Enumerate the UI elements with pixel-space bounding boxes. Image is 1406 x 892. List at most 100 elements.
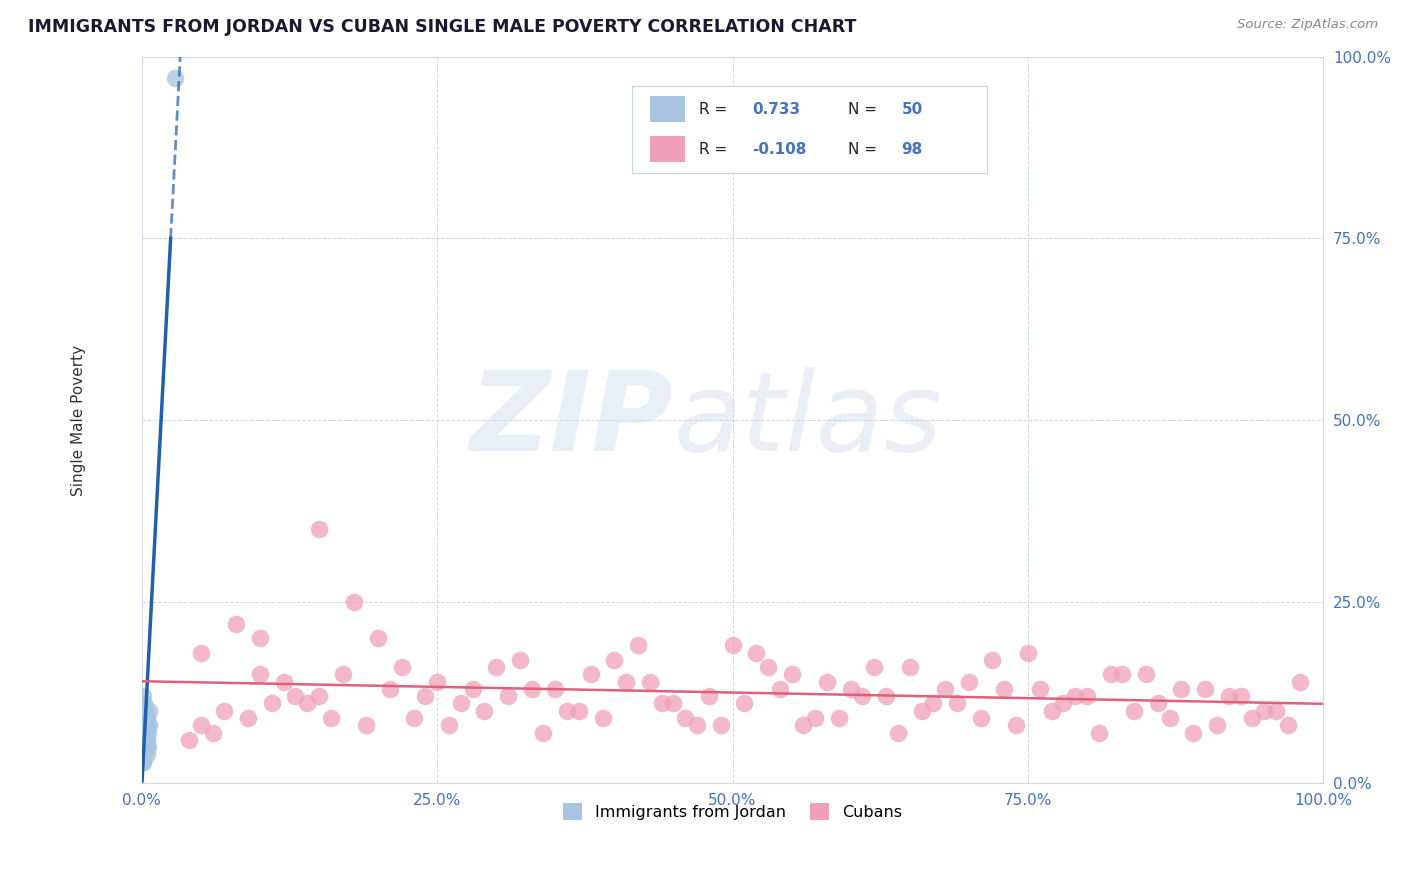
Point: [132, 718, 155, 732]
Point: [533, 725, 555, 739]
Point: [134, 740, 156, 755]
Point: [1099, 667, 1122, 681]
Point: [177, 732, 200, 747]
Point: [134, 704, 156, 718]
Point: [415, 689, 437, 703]
Point: [993, 681, 1015, 696]
Point: [1170, 681, 1192, 696]
Point: [450, 697, 472, 711]
Point: [134, 732, 156, 747]
Point: [391, 660, 413, 674]
Point: [1088, 725, 1111, 739]
Point: [1028, 681, 1050, 696]
Point: [1206, 718, 1229, 732]
Point: [1111, 667, 1133, 681]
Point: [132, 755, 155, 769]
Point: [1288, 674, 1310, 689]
Point: [190, 646, 212, 660]
Point: [627, 638, 650, 652]
Point: [568, 704, 591, 718]
Point: [132, 689, 155, 703]
Text: Source: ZipAtlas.com: Source: ZipAtlas.com: [1237, 18, 1378, 31]
Point: [135, 732, 157, 747]
Point: [780, 667, 803, 681]
Point: [710, 718, 733, 732]
Point: [249, 631, 271, 645]
Point: [190, 718, 212, 732]
Point: [135, 740, 157, 755]
Point: [132, 755, 155, 769]
Point: [474, 704, 496, 718]
Point: [1017, 646, 1039, 660]
Point: [134, 718, 156, 732]
Point: [402, 711, 425, 725]
Point: [1040, 704, 1063, 718]
Text: ZIP: ZIP: [470, 367, 673, 474]
Point: [922, 697, 945, 711]
Point: [134, 740, 156, 755]
Point: [638, 674, 661, 689]
Point: [214, 704, 236, 718]
Point: [134, 725, 156, 739]
Point: [132, 725, 155, 739]
Point: [295, 697, 318, 711]
Point: [134, 725, 156, 739]
Point: [579, 667, 602, 681]
Point: [756, 660, 779, 674]
Point: [828, 711, 851, 725]
Point: [134, 725, 156, 739]
Point: [134, 725, 156, 739]
Point: [946, 697, 969, 711]
Point: [134, 697, 156, 711]
Point: [343, 595, 366, 609]
Point: [485, 660, 508, 674]
Point: [1052, 697, 1074, 711]
Point: [332, 667, 354, 681]
Point: [437, 718, 460, 732]
Point: [733, 697, 755, 711]
Point: [135, 711, 157, 725]
Point: [132, 711, 155, 725]
Point: [132, 697, 155, 711]
Point: [135, 732, 157, 747]
Point: [851, 689, 873, 703]
Point: [284, 689, 307, 703]
Point: [957, 674, 980, 689]
Point: [520, 681, 543, 696]
Point: [1229, 689, 1251, 703]
Point: [132, 747, 155, 762]
Point: [662, 697, 685, 711]
Point: [1277, 718, 1299, 732]
Point: [651, 697, 673, 711]
Point: [134, 732, 156, 747]
Point: [236, 711, 259, 725]
Point: [132, 718, 155, 732]
Point: [1194, 681, 1216, 696]
Point: [136, 725, 159, 739]
Point: [134, 704, 156, 718]
Point: [225, 616, 247, 631]
Point: [134, 711, 156, 725]
Text: IMMIGRANTS FROM JORDAN VS CUBAN SINGLE MALE POVERTY CORRELATION CHART: IMMIGRANTS FROM JORDAN VS CUBAN SINGLE M…: [28, 18, 856, 36]
Point: [815, 674, 838, 689]
Point: [135, 747, 157, 762]
Point: [769, 681, 792, 696]
Point: [603, 653, 626, 667]
Point: [367, 631, 389, 645]
Point: [804, 711, 827, 725]
Point: [249, 667, 271, 681]
Point: [1159, 711, 1181, 725]
Point: [981, 653, 1004, 667]
Point: [260, 697, 283, 711]
Point: [863, 660, 886, 674]
Point: [555, 704, 578, 718]
Point: [134, 732, 156, 747]
Point: [136, 740, 159, 755]
Point: [898, 660, 921, 674]
Point: [1218, 689, 1240, 703]
Point: [426, 674, 449, 689]
Point: [839, 681, 862, 696]
Point: [136, 718, 159, 732]
Point: [1265, 704, 1288, 718]
Point: [934, 681, 956, 696]
